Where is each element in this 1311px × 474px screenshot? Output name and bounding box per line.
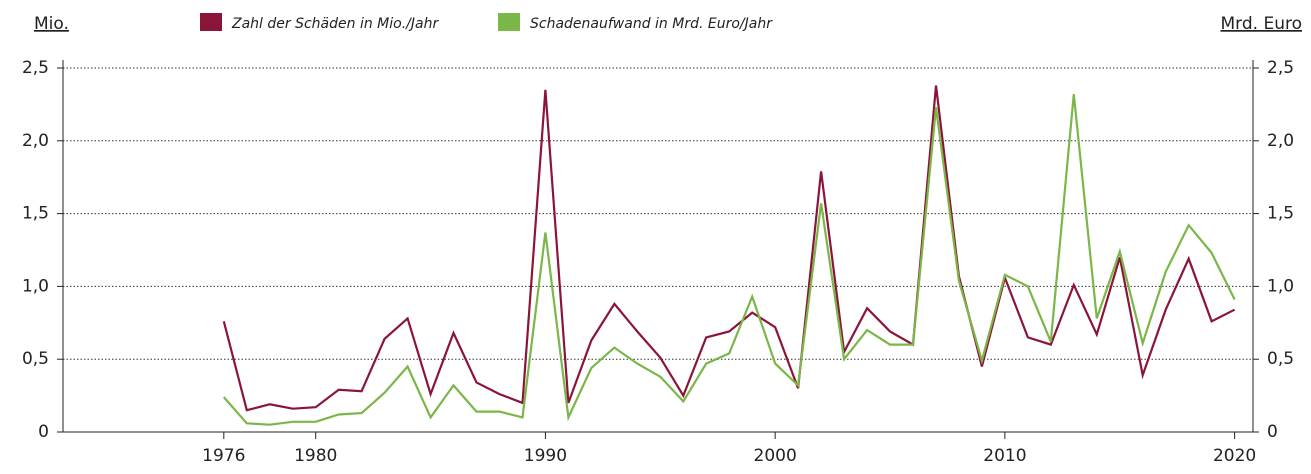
y2-tick-label: 2,5 [1267, 58, 1294, 78]
x-tick-label: 2010 [983, 446, 1026, 466]
y-tick-label: 0,5 [22, 349, 49, 369]
legend-label: Schadenaufwand in Mrd. Euro/Jahr [530, 16, 773, 32]
legend-label: Zahl der Schäden in Mio./Jahr [231, 16, 439, 32]
x-tick-label: 2020 [1213, 446, 1256, 466]
y-tick-label: 2,5 [22, 58, 49, 78]
y2-tick-label: 1,5 [1267, 204, 1294, 224]
y-axis-label: Mio. [34, 14, 69, 34]
y2-tick-label: 2,0 [1267, 131, 1294, 151]
series-line [222, 85, 1236, 412]
legend-swatch [498, 13, 520, 31]
series-line [222, 94, 1236, 426]
y2-tick-label: 0 [1267, 422, 1278, 442]
x-tick-label: 1976 [202, 446, 245, 466]
y2-axis-label: Mrd. Euro [1221, 14, 1303, 34]
x-tick-label: 2000 [754, 446, 797, 466]
x-tick-label: 1990 [524, 446, 567, 466]
x-tick-label: 1980 [294, 446, 337, 466]
legend-swatch [200, 13, 222, 31]
y-tick-label: 1,0 [22, 276, 49, 296]
y2-tick-label: 1,0 [1267, 276, 1294, 296]
y-tick-label: 2,0 [22, 131, 49, 151]
y-tick-label: 0 [38, 422, 49, 442]
y-tick-label: 1,5 [22, 204, 49, 224]
y2-tick-label: 0,5 [1267, 349, 1294, 369]
